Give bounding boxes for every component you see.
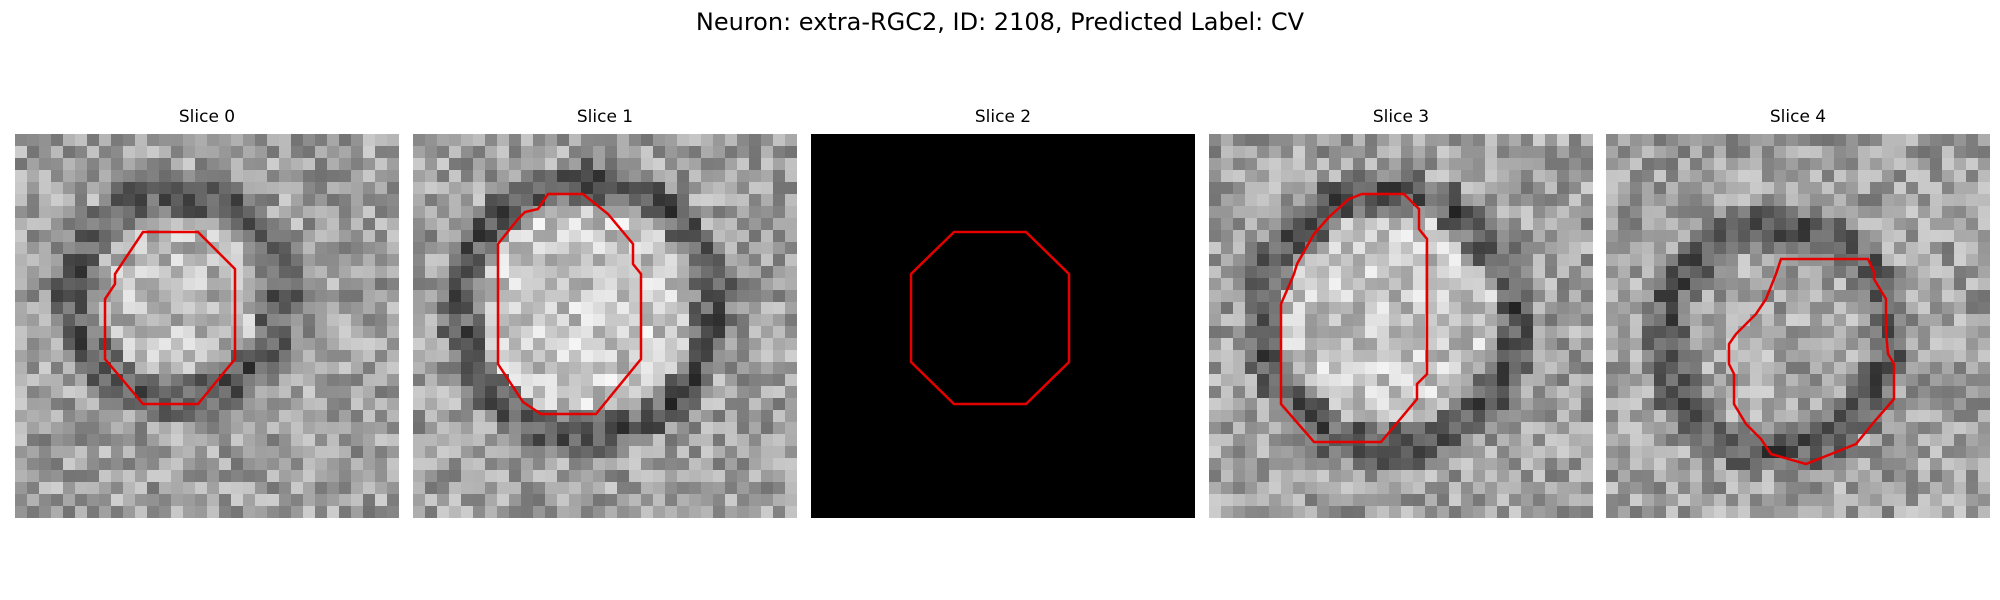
slice-panel-3: Slice 3: [1209, 106, 1593, 518]
segmentation-contour: [909, 230, 1071, 406]
slice-title-1: Slice 1: [576, 107, 634, 127]
slice-image-4: [1606, 134, 1990, 518]
slice-image-1: [413, 134, 797, 518]
slice-panel-2: Slice 2: [811, 106, 1195, 518]
slice-title-4: Slice 4: [1769, 107, 1827, 127]
slice-title-0: Slice 0: [178, 107, 236, 127]
segmentation-contour: [1279, 192, 1429, 444]
slice-panel-4: Slice 4: [1606, 106, 1990, 518]
slice-title-2: Slice 2: [974, 107, 1032, 127]
slice-image-2: [811, 134, 1195, 518]
figure-title: Neuron: extra-RGC2, ID: 2108, Predicted …: [695, 8, 1305, 36]
segmentation-contour: [496, 192, 643, 416]
segmentation-contour: [103, 230, 237, 406]
segmentation-contour: [1727, 257, 1896, 466]
slice-panel-1: Slice 1: [413, 106, 797, 518]
slice-title-3: Slice 3: [1372, 107, 1430, 127]
slice-image-3: [1209, 134, 1593, 518]
slice-image-0: [15, 134, 399, 518]
slice-panel-0: Slice 0: [15, 106, 399, 518]
